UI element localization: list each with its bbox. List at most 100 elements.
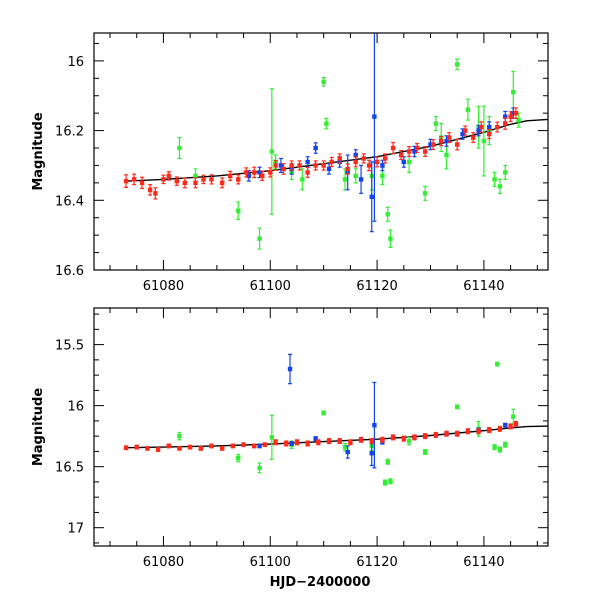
data-point-green <box>388 229 393 248</box>
data-point-red <box>495 121 500 133</box>
marker <box>313 145 318 151</box>
marker <box>241 442 246 447</box>
data-point-green <box>385 206 390 222</box>
data-point-red <box>513 420 519 427</box>
data-point-red <box>268 167 273 178</box>
data-point-red <box>182 177 187 189</box>
marker <box>503 422 508 428</box>
data-point-red <box>147 184 153 196</box>
marker <box>139 180 145 186</box>
data-point-red <box>444 430 449 437</box>
marker <box>401 159 406 165</box>
data-point-red <box>508 423 513 430</box>
marker <box>382 480 388 485</box>
marker <box>369 194 374 200</box>
data-point-green <box>422 448 428 456</box>
marker <box>153 191 158 196</box>
data-point-red <box>209 443 214 449</box>
marker <box>508 424 513 429</box>
data-point-blue <box>313 142 318 154</box>
data-point-red <box>390 141 396 155</box>
marker <box>388 479 393 484</box>
data-point-red <box>326 437 332 445</box>
marker <box>123 178 129 184</box>
data-point-green <box>257 462 262 474</box>
data-point-red <box>153 187 158 200</box>
x-tick-label: 61080 <box>143 555 184 570</box>
data-point-red <box>465 428 471 435</box>
data-point-green <box>236 201 241 221</box>
marker <box>495 361 500 367</box>
data-point-green <box>321 410 326 416</box>
data-point-blue <box>278 157 284 174</box>
data-point-red <box>358 436 364 443</box>
data-point-red <box>406 146 412 157</box>
data-point-red <box>380 436 385 443</box>
marker <box>316 440 321 445</box>
marker <box>321 163 326 168</box>
data-point-red <box>313 160 318 171</box>
marker <box>257 443 262 449</box>
marker <box>495 124 500 130</box>
series-green <box>177 58 521 250</box>
data-point-red <box>398 149 404 161</box>
data-point-red <box>209 174 214 185</box>
data-point-red <box>174 176 179 186</box>
marker <box>511 110 516 116</box>
data-point-green <box>497 178 503 194</box>
data-point-red <box>123 445 129 451</box>
data-point-red <box>294 439 300 446</box>
marker <box>479 124 484 130</box>
data-point-red <box>145 445 150 451</box>
data-point-blue <box>345 445 350 459</box>
marker <box>412 435 417 440</box>
series-blue <box>257 353 508 469</box>
data-point-red <box>412 434 417 441</box>
data-point-red <box>155 447 161 453</box>
data-point-red <box>361 153 366 164</box>
y-tick-label: 15.5 <box>55 339 84 354</box>
marker <box>508 114 513 119</box>
marker <box>455 404 460 410</box>
marker <box>380 173 385 179</box>
marker <box>244 170 249 175</box>
data-point-red <box>369 437 374 445</box>
data-point-red <box>252 443 257 449</box>
marker <box>236 208 241 213</box>
marker <box>252 170 257 175</box>
marker <box>513 421 519 427</box>
marker <box>269 435 275 440</box>
data-point-blue <box>369 161 374 233</box>
data-point-green <box>257 227 262 250</box>
marker <box>444 431 449 436</box>
marker <box>481 138 487 144</box>
data-point-red <box>123 174 129 188</box>
marker <box>401 436 406 441</box>
marker <box>326 166 332 172</box>
marker <box>388 236 393 241</box>
data-point-red <box>329 156 334 168</box>
marker <box>516 117 521 123</box>
data-point-red <box>193 177 198 189</box>
marker <box>281 166 286 172</box>
marker <box>463 128 468 133</box>
marker <box>385 212 390 217</box>
y-tick-label: 16.4 <box>55 194 84 209</box>
y-tick-label: 16.2 <box>55 125 84 140</box>
marker <box>497 447 503 452</box>
data-point-red <box>187 444 193 450</box>
marker <box>422 191 428 196</box>
marker <box>182 180 187 186</box>
marker <box>497 184 503 189</box>
marker <box>372 422 377 428</box>
marker <box>353 152 358 158</box>
marker <box>455 62 460 67</box>
marker <box>380 437 385 443</box>
data-point-red <box>201 174 206 185</box>
data-point-green <box>353 168 358 184</box>
marker <box>342 177 348 182</box>
data-point-green <box>503 164 508 180</box>
marker <box>353 173 358 179</box>
data-point-red <box>284 440 289 447</box>
data-point-green <box>455 404 460 410</box>
